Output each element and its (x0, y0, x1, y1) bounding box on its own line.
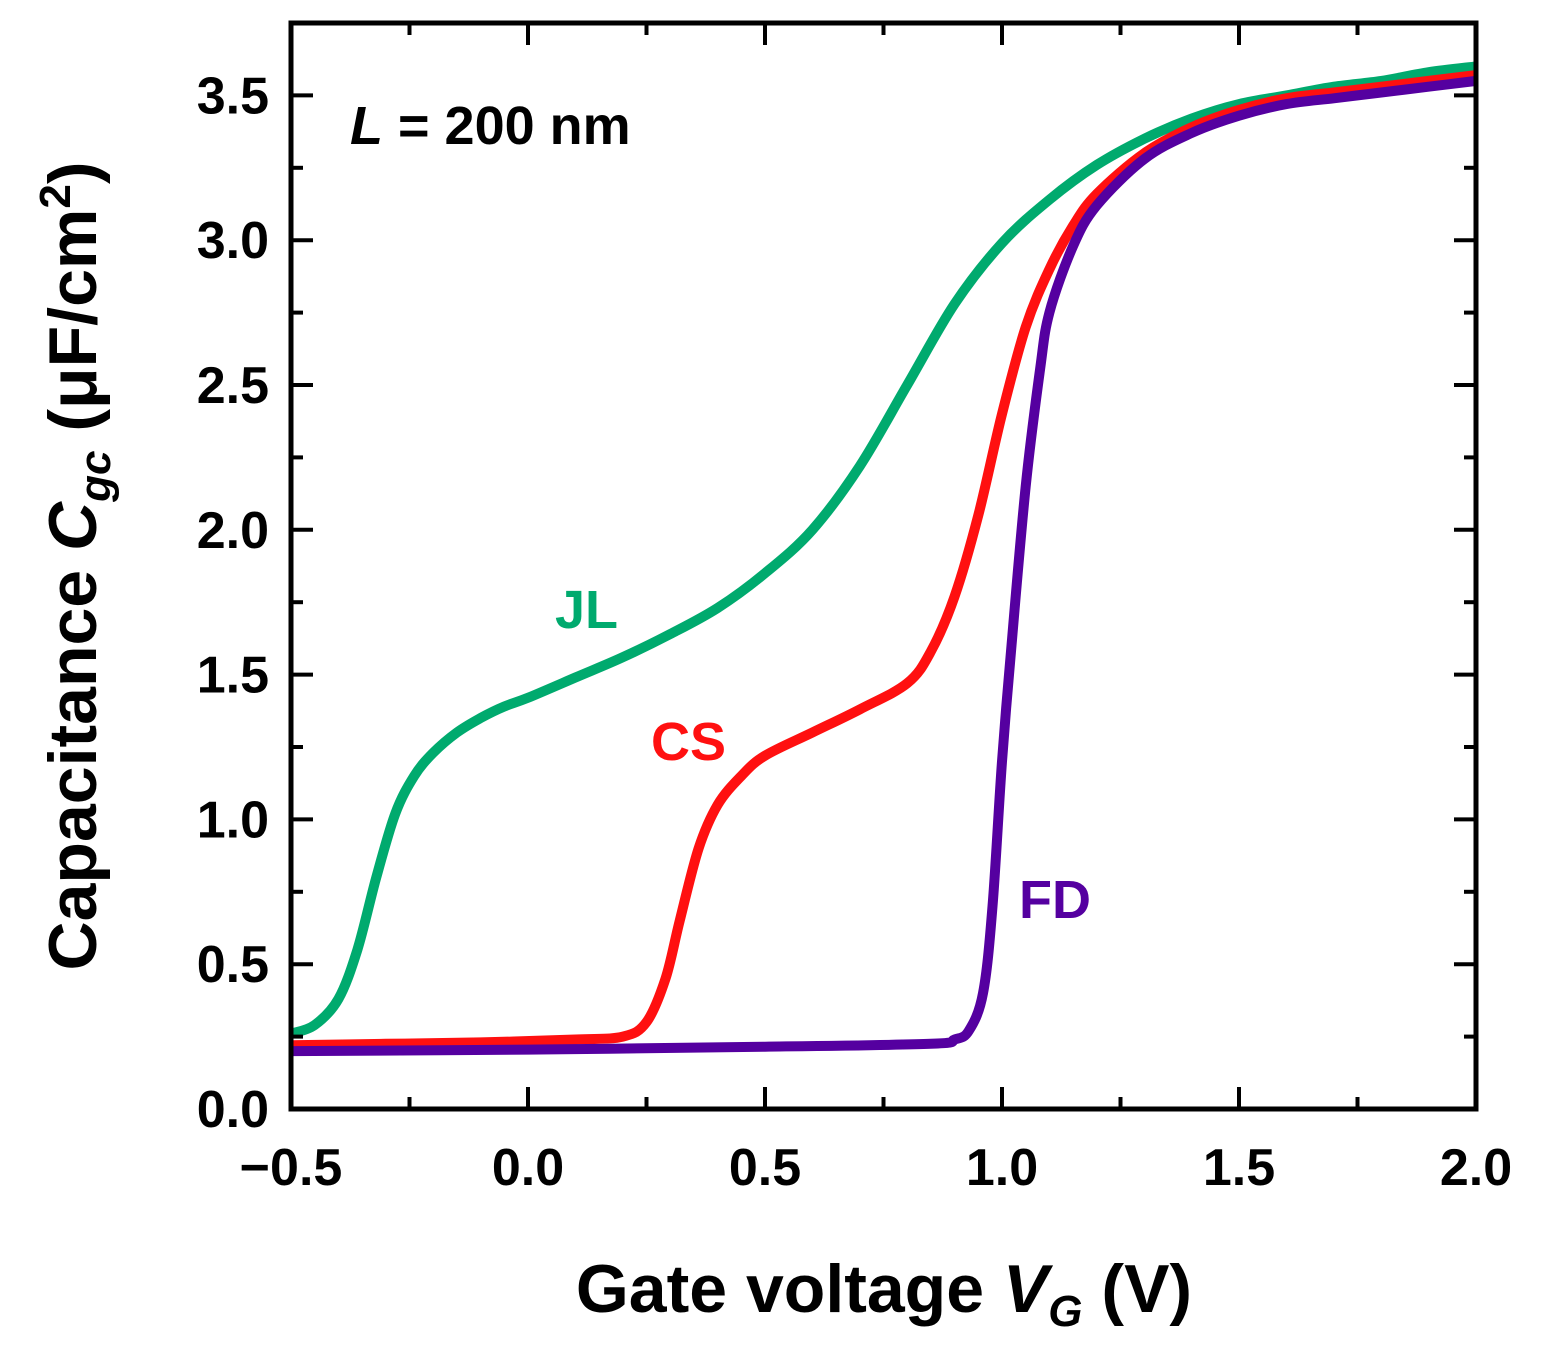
y-tick-label: 1.5 (197, 647, 269, 705)
y-axis-title-main: Capacitance (35, 551, 111, 971)
x-axis-title-sub: G (1048, 1287, 1082, 1336)
series-label-fd: FD (1019, 870, 1091, 930)
x-tick-label: 0.5 (729, 1139, 801, 1197)
y-axis-title-sup: 2 (31, 184, 80, 208)
x-tick-label: 1.0 (966, 1139, 1038, 1197)
y-tick-label: 0.0 (197, 1081, 269, 1139)
x-axis-title: Gate voltage VG (V) (576, 1251, 1192, 1336)
plot-frame (288, 20, 1479, 1112)
length-annotation-text: = 200 nm (383, 96, 631, 156)
y-tick-label: 1.0 (197, 791, 269, 849)
curves-layer (291, 61, 1476, 1057)
x-tick-label: 2.0 (1440, 1139, 1512, 1197)
series-label-cs: CS (651, 712, 726, 772)
series-label-jl: JL (555, 580, 618, 640)
tick-labels-layer: −0.5 0.0 0.5 1.0 1.5 2.00.00.51.01.52.02.53.0… (197, 67, 1512, 1197)
series-line-fd (291, 75, 1476, 1057)
x-axis-title-unit: (V) (1083, 1251, 1193, 1327)
ticks-layer (289, 21, 1478, 1111)
y-tick-label: 0.5 (197, 936, 269, 994)
x-tick-label: −0.5 (240, 1139, 343, 1197)
x-axis-title-main: Gate voltage (576, 1251, 1003, 1327)
series-line-cs (291, 70, 1476, 1051)
y-axis-title-unit-open: (μF/cm (35, 209, 111, 451)
y-tick-label: 3.5 (197, 67, 269, 125)
x-tick-label: 0.0 (492, 1139, 564, 1197)
y-axis-title-sub: gc (71, 451, 120, 503)
length-annotation: L = 200 nm (350, 96, 631, 156)
length-annotation-var: L (350, 96, 383, 156)
x-axis-title-var: V (1003, 1251, 1054, 1327)
y-axis-title-unit-close: ) (35, 162, 111, 185)
y-axis-title: Capacitance Cgc (μF/cm2) (31, 162, 120, 971)
series-line-jl (291, 61, 1476, 1039)
y-tick-label: 3.0 (197, 212, 269, 270)
y-tick-label: 2.5 (197, 357, 269, 415)
y-axis-title-var: C (35, 501, 111, 551)
y-tick-label: 2.0 (197, 502, 269, 560)
x-tick-label: 1.5 (1203, 1139, 1275, 1197)
